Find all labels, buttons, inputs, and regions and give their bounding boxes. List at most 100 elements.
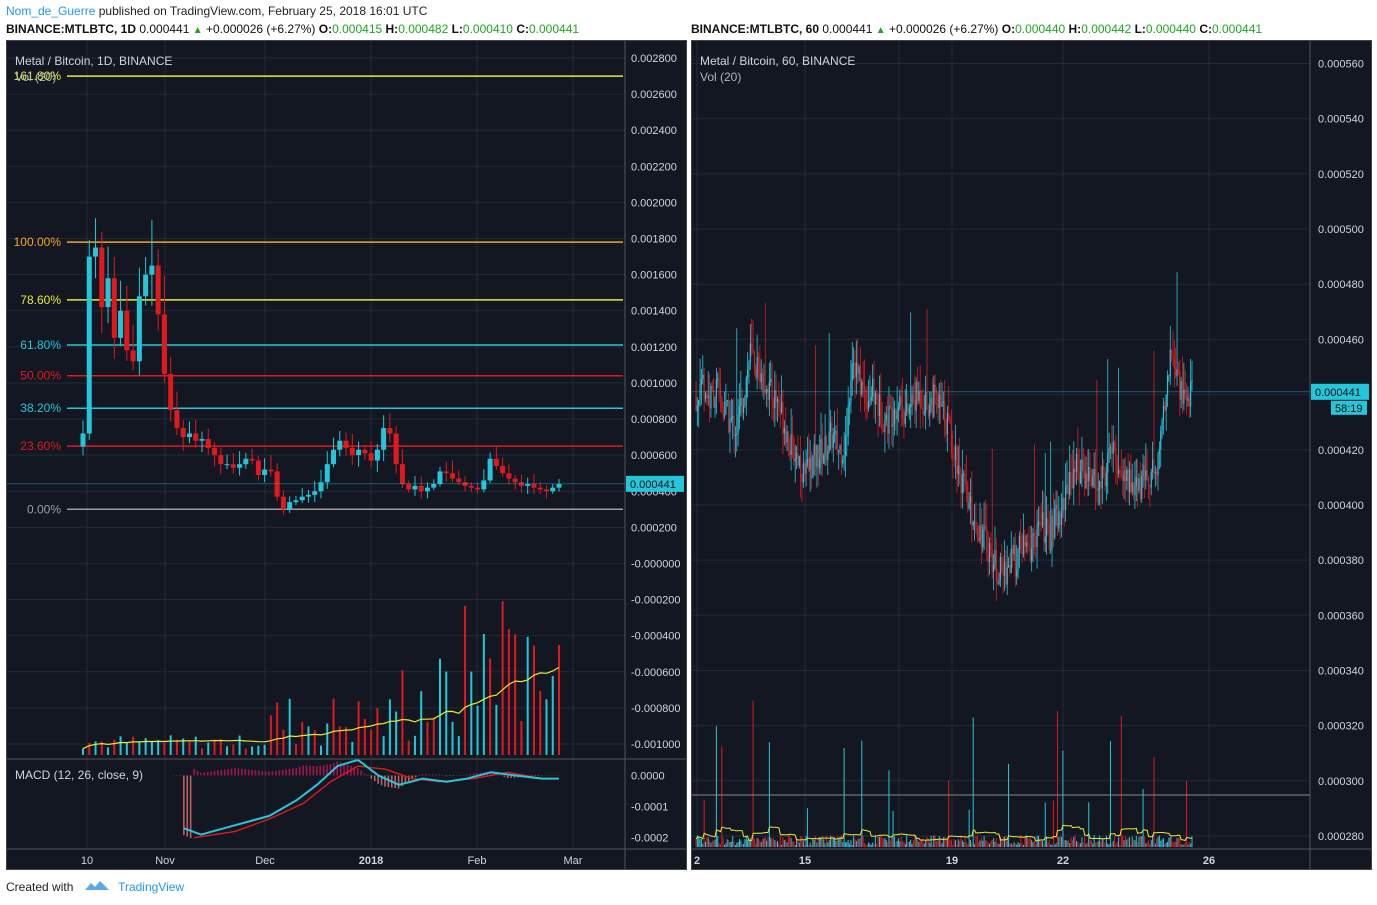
candle-body [1104, 469, 1106, 486]
candle-body [374, 449, 380, 461]
x-tick-label: 15 [799, 855, 811, 867]
candle-body [1028, 546, 1030, 548]
candle-body [124, 310, 130, 351]
volume-bar [976, 836, 978, 847]
volume-bar [1097, 841, 1099, 847]
volume-bar [138, 742, 141, 755]
volume-bar [839, 836, 841, 847]
candle-body [1115, 448, 1117, 463]
volume-bar [933, 835, 935, 847]
hourly-chart[interactable]: 0.000560 0.000540 0.000520 0.000500 0.000480… [692, 41, 1371, 869]
volume-bar [1186, 781, 1188, 847]
volume-bar [88, 742, 91, 755]
macd-histogram-bar [360, 770, 362, 776]
candle-body [1097, 489, 1099, 491]
candle-body [862, 381, 864, 386]
volume-bar [760, 842, 762, 847]
volume-bar [1046, 836, 1048, 847]
candle-body [1020, 535, 1022, 553]
volume-bar [1012, 844, 1014, 847]
volume-bar [895, 842, 897, 847]
candle-body [168, 373, 174, 411]
tradingview-link[interactable]: TradingView [118, 880, 185, 894]
candle-body [424, 487, 430, 492]
volume-bar [1124, 835, 1126, 847]
volume-bar [914, 835, 916, 847]
volume-bar [1040, 841, 1042, 847]
candle-body [468, 485, 474, 488]
candle-body [941, 402, 943, 407]
candle-body [1041, 512, 1044, 526]
volume-bar [722, 837, 724, 847]
candle-body [969, 496, 972, 503]
candle-body [707, 395, 709, 399]
volume-bar [1171, 836, 1173, 847]
volume-bar [715, 726, 717, 847]
candle-body [537, 487, 543, 490]
volume-bar [125, 742, 128, 755]
volume-bar [889, 840, 891, 847]
y-tick-label: 0.001000 [631, 378, 677, 390]
volume-bar [1093, 835, 1095, 847]
candle-body [908, 407, 910, 415]
y-tick-label: 0.000280 [1318, 831, 1364, 843]
macd-histogram-bar [336, 761, 339, 776]
hourly-chart-panel[interactable]: 0.000560 0.000540 0.000520 0.000500 0.000480… [691, 40, 1372, 870]
candle-body [1173, 357, 1175, 369]
candle-body [1119, 470, 1121, 475]
volume-bar [868, 842, 870, 847]
volume-bar [756, 838, 758, 847]
y-tick-label: 0.001800 [631, 234, 677, 246]
volume-bar [925, 840, 927, 847]
volume-bar [811, 844, 813, 847]
candle-body [728, 400, 730, 433]
volume-bar [975, 835, 977, 847]
volume-bar [1184, 841, 1186, 847]
candle-body [356, 449, 362, 456]
candle-body [836, 430, 838, 452]
volume-bar [919, 839, 921, 847]
candle-body [805, 462, 807, 474]
candle-body [1118, 470, 1120, 474]
candle-body [952, 453, 954, 459]
candle-body [1022, 535, 1025, 555]
volume-bar [844, 842, 846, 847]
macd-histogram-bar [227, 768, 229, 776]
candle-body [929, 405, 931, 417]
volume-bar [407, 740, 410, 755]
volume-bar [1061, 837, 1063, 847]
candle-body [884, 419, 886, 433]
candle-body [791, 433, 794, 439]
volume-bar [751, 836, 753, 847]
last-price-text: 0.000441 [630, 479, 676, 491]
candle-body [885, 414, 887, 420]
candle-body [900, 396, 902, 406]
volume-bar [999, 836, 1001, 847]
candle-body [481, 480, 487, 490]
candle-body [940, 394, 942, 407]
candle-body [702, 374, 704, 380]
candle-body [1187, 398, 1189, 401]
h-label: H: [385, 22, 399, 36]
candle-body [829, 422, 832, 432]
author-link[interactable]: Nom_de_Guerre [6, 4, 96, 18]
volume-bar [718, 843, 720, 847]
candle-body [853, 363, 855, 364]
volume-bar [1010, 843, 1012, 847]
volume-bar [1134, 840, 1136, 847]
candle-body [831, 422, 833, 448]
candle-body [938, 394, 940, 408]
candle-body [1035, 536, 1037, 548]
candle-body [93, 247, 99, 257]
volume-bar [1187, 844, 1189, 847]
candle-body [1077, 453, 1079, 474]
candle-body [362, 449, 368, 454]
volume-bar [1114, 835, 1116, 847]
daily-chart[interactable]: 161.80%100.00%78.60%61.80%50.00%38.20%23… [7, 41, 686, 869]
candle-body [723, 414, 726, 417]
macd-histogram-bar [230, 768, 233, 776]
volume-bar [1131, 836, 1133, 847]
candle-body [1050, 549, 1052, 551]
daily-chart-panel[interactable]: 161.80% 100.00% 78.60% 61.80% 50.00% 38.20% 23… [6, 40, 687, 870]
fib-level-label: 50.00% [20, 369, 61, 383]
